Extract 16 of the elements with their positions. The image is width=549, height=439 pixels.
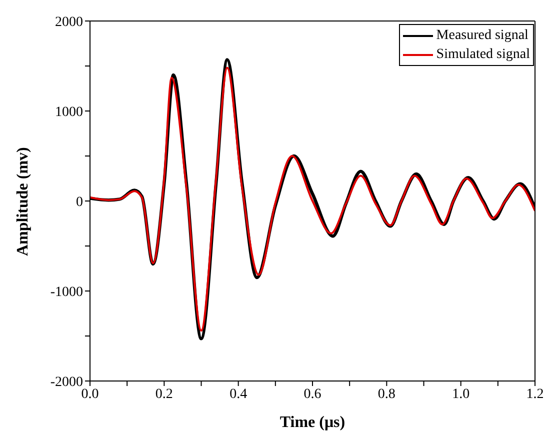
x-tick-label: 0.8 — [378, 386, 396, 402]
legend-label: Measured signal — [436, 27, 528, 45]
x-tick-label: 0.4 — [230, 386, 248, 402]
x-tick-label: 1.0 — [452, 386, 470, 402]
x-axis-title: Time (μs) — [280, 414, 346, 431]
y-tick-label: -2000 — [50, 374, 83, 390]
legend-label: Simulated signal — [436, 46, 530, 64]
y-tick-label: 0 — [76, 194, 83, 210]
x-tick-label: 1.2 — [526, 386, 544, 402]
y-tick-label: -1000 — [50, 284, 83, 300]
x-tick-label: 0.6 — [304, 386, 322, 402]
y-tick-label: 1000 — [55, 104, 83, 120]
y-tick-label: 2000 — [55, 14, 83, 30]
x-tick-label: 0.2 — [155, 386, 173, 402]
x-tick-label: 0.0 — [81, 386, 99, 402]
y-axis-title: Amplitude (mv) — [14, 147, 32, 256]
